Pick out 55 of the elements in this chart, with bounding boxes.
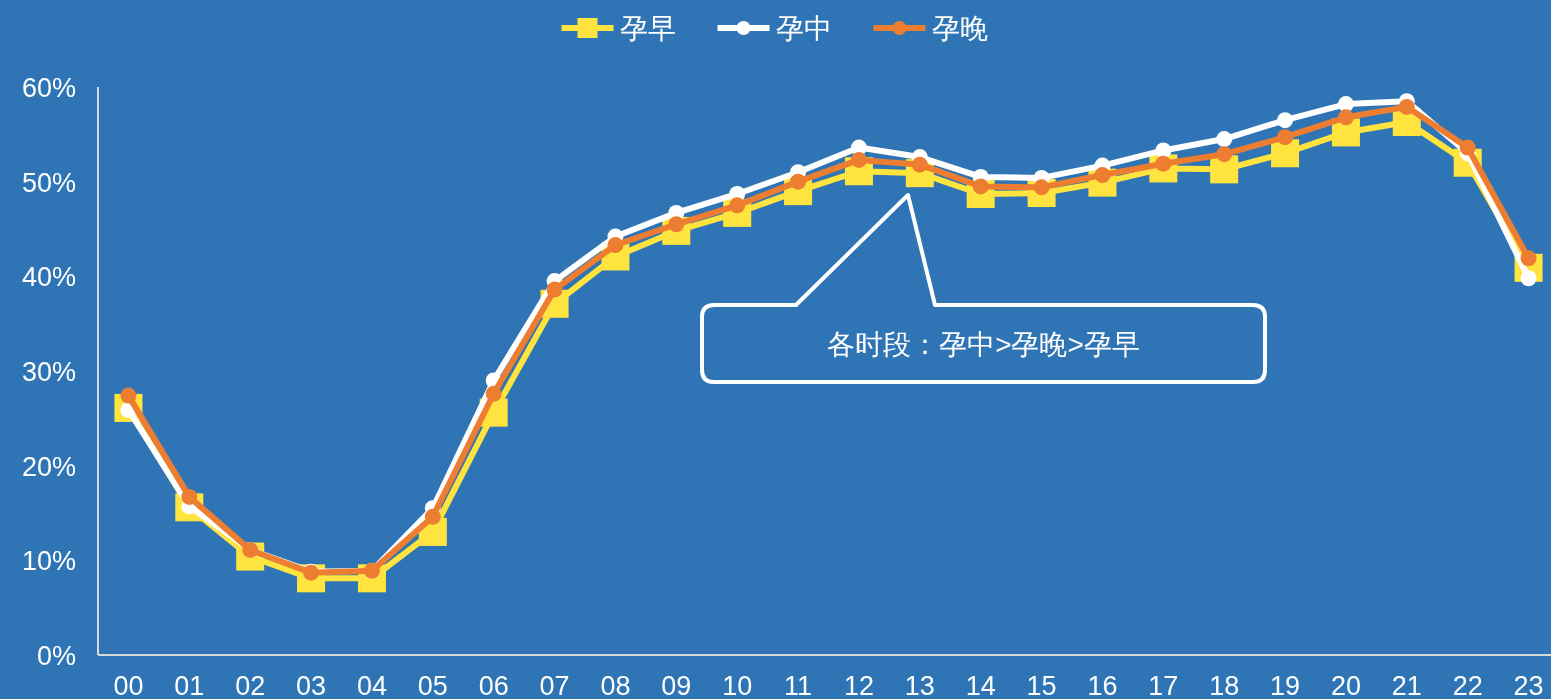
point — [1459, 139, 1476, 156]
point — [850, 151, 867, 168]
x-tick-label: 22 — [1452, 671, 1483, 699]
y-tick-label: 10% — [21, 546, 76, 577]
x-tick-label: 09 — [661, 671, 692, 699]
point — [1337, 96, 1354, 113]
point — [424, 508, 441, 525]
point — [120, 387, 137, 404]
point — [1337, 109, 1354, 126]
x-tick-label: 07 — [539, 671, 570, 699]
point — [1155, 142, 1172, 159]
point — [790, 173, 807, 190]
x-tick-label: 12 — [843, 671, 874, 699]
x-tick-label: 15 — [1026, 671, 1057, 699]
point — [485, 385, 502, 402]
point — [1277, 112, 1294, 129]
point — [607, 237, 624, 254]
x-tick-label: 01 — [174, 671, 205, 699]
x-tick-label: 20 — [1330, 671, 1361, 699]
point — [1520, 270, 1537, 287]
x-tick-label: 14 — [965, 671, 996, 699]
y-tick-label: 50% — [21, 167, 76, 198]
x-tick-label: 19 — [1270, 671, 1301, 699]
y-tick-label: 20% — [21, 451, 76, 482]
legend-label: 孕晚 — [931, 13, 988, 44]
x-tick-label: 06 — [478, 671, 509, 699]
x-tick-label: 00 — [113, 671, 144, 699]
annotation: 各时段：孕中>孕晚>孕早 — [827, 328, 1140, 360]
point — [911, 156, 928, 173]
x-tick-label: 13 — [904, 671, 935, 699]
point — [1520, 250, 1537, 267]
x-tick-label: 03 — [296, 671, 327, 699]
x-tick-label: 18 — [1209, 671, 1240, 699]
y-tick-label: 40% — [21, 262, 76, 293]
x-tick-label: 04 — [356, 671, 387, 699]
x-tick-label: 23 — [1513, 671, 1544, 699]
point — [1216, 146, 1233, 163]
x-tick-label: 02 — [235, 671, 266, 699]
y-tick-label: 60% — [21, 73, 76, 103]
legend-label: 孕中 — [775, 13, 832, 44]
x-tick-label: 11 — [784, 671, 813, 699]
y-tick-label: 30% — [21, 357, 76, 387]
x-tick-label: 16 — [1087, 671, 1118, 699]
x-tick-label: 05 — [417, 671, 448, 699]
x-tick-label: 08 — [600, 671, 631, 699]
point — [1277, 129, 1294, 146]
point — [1216, 131, 1233, 148]
point — [546, 281, 563, 298]
x-tick-label: 21 — [1391, 671, 1422, 699]
y-tick-label: 0% — [36, 641, 76, 671]
point — [181, 488, 198, 505]
x-tick-label: 10 — [722, 671, 753, 699]
legend-label: 孕早 — [619, 13, 676, 44]
point — [1398, 98, 1415, 115]
x-tick-label: 17 — [1148, 671, 1179, 699]
